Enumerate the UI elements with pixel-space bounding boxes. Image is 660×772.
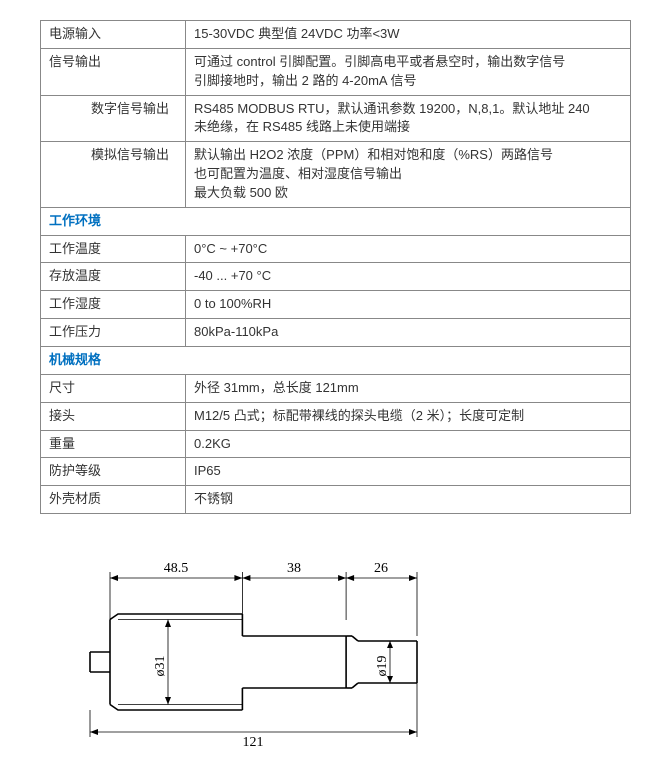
- spec-label: 模拟信号输出: [41, 142, 186, 208]
- spec-value: 不锈钢: [186, 486, 631, 514]
- dim-38: 38: [287, 561, 301, 576]
- spec-value: 0°C ~ +70°C: [186, 235, 631, 263]
- spec-value: IP65: [186, 458, 631, 486]
- spec-label: 接头: [41, 402, 186, 430]
- dim-121: 121: [243, 735, 264, 750]
- spec-label: 重量: [41, 430, 186, 458]
- dim-26: 26: [374, 561, 388, 576]
- dia-31: ø31: [153, 656, 168, 677]
- table-row: 工作温度0°C ~ +70°C: [41, 235, 631, 263]
- spec-value: 80kPa-110kPa: [186, 319, 631, 347]
- spec-value: 0.2KG: [186, 430, 631, 458]
- spec-value: 15-30VDC 典型值 24VDC 功率<3W: [186, 21, 631, 49]
- spec-label: 电源输入: [41, 21, 186, 49]
- table-row: 外壳材质不锈钢: [41, 486, 631, 514]
- spec-value: 0 to 100%RH: [186, 291, 631, 319]
- spec-label: 存放温度: [41, 263, 186, 291]
- table-row: 工作环境: [41, 207, 631, 235]
- section-header: 机械规格: [41, 346, 631, 374]
- spec-value: 外径 31mm，总长度 121mm: [186, 374, 631, 402]
- spec-label: 数字信号输出: [41, 95, 186, 142]
- spec-value: -40 ... +70 °C: [186, 263, 631, 291]
- dim-48-5: 48.5: [164, 561, 189, 576]
- spec-label: 工作压力: [41, 319, 186, 347]
- spec-label: 信号输出: [41, 48, 186, 95]
- spec-table: 电源输入15-30VDC 典型值 24VDC 功率<3W信号输出可通过 cont…: [40, 20, 631, 514]
- spec-value: 可通过 control 引脚配置。引脚高电平或者悬空时，输出数字信号引脚接地时，…: [186, 48, 631, 95]
- table-row: 工作压力80kPa-110kPa: [41, 319, 631, 347]
- table-row: 重量0.2KG: [41, 430, 631, 458]
- spec-label: 防护等级: [41, 458, 186, 486]
- table-row: 工作湿度0 to 100%RH: [41, 291, 631, 319]
- table-row: 尺寸外径 31mm，总长度 121mm: [41, 374, 631, 402]
- spec-value: M12/5 凸式；标配带裸线的探头电缆（2 米）；长度可定制: [186, 402, 631, 430]
- spec-value: 默认输出 H2O2 浓度（PPM）和相对饱和度（%RS）两路信号也可配置为温度、…: [186, 142, 631, 208]
- section-header: 工作环境: [41, 207, 631, 235]
- spec-label: 尺寸: [41, 374, 186, 402]
- table-row: 电源输入15-30VDC 典型值 24VDC 功率<3W: [41, 21, 631, 49]
- table-row: 信号输出可通过 control 引脚配置。引脚高电平或者悬空时，输出数字信号引脚…: [41, 48, 631, 95]
- table-row: 防护等级IP65: [41, 458, 631, 486]
- spec-label: 外壳材质: [41, 486, 186, 514]
- spec-label: 工作湿度: [41, 291, 186, 319]
- table-row: 存放温度-40 ... +70 °C: [41, 263, 631, 291]
- table-row: 模拟信号输出默认输出 H2O2 浓度（PPM）和相对饱和度（%RS）两路信号也可…: [41, 142, 631, 208]
- table-row: 机械规格: [41, 346, 631, 374]
- spec-value: RS485 MODBUS RTU，默认通讯参数 19200，N,8,1。默认地址…: [186, 95, 631, 142]
- dimension-diagram: 48.5 38 26: [60, 542, 640, 752]
- table-row: 数字信号输出RS485 MODBUS RTU，默认通讯参数 19200，N,8,…: [41, 95, 631, 142]
- spec-label: 工作温度: [41, 235, 186, 263]
- table-row: 接头M12/5 凸式；标配带裸线的探头电缆（2 米）；长度可定制: [41, 402, 631, 430]
- dia-19: ø19: [375, 656, 390, 677]
